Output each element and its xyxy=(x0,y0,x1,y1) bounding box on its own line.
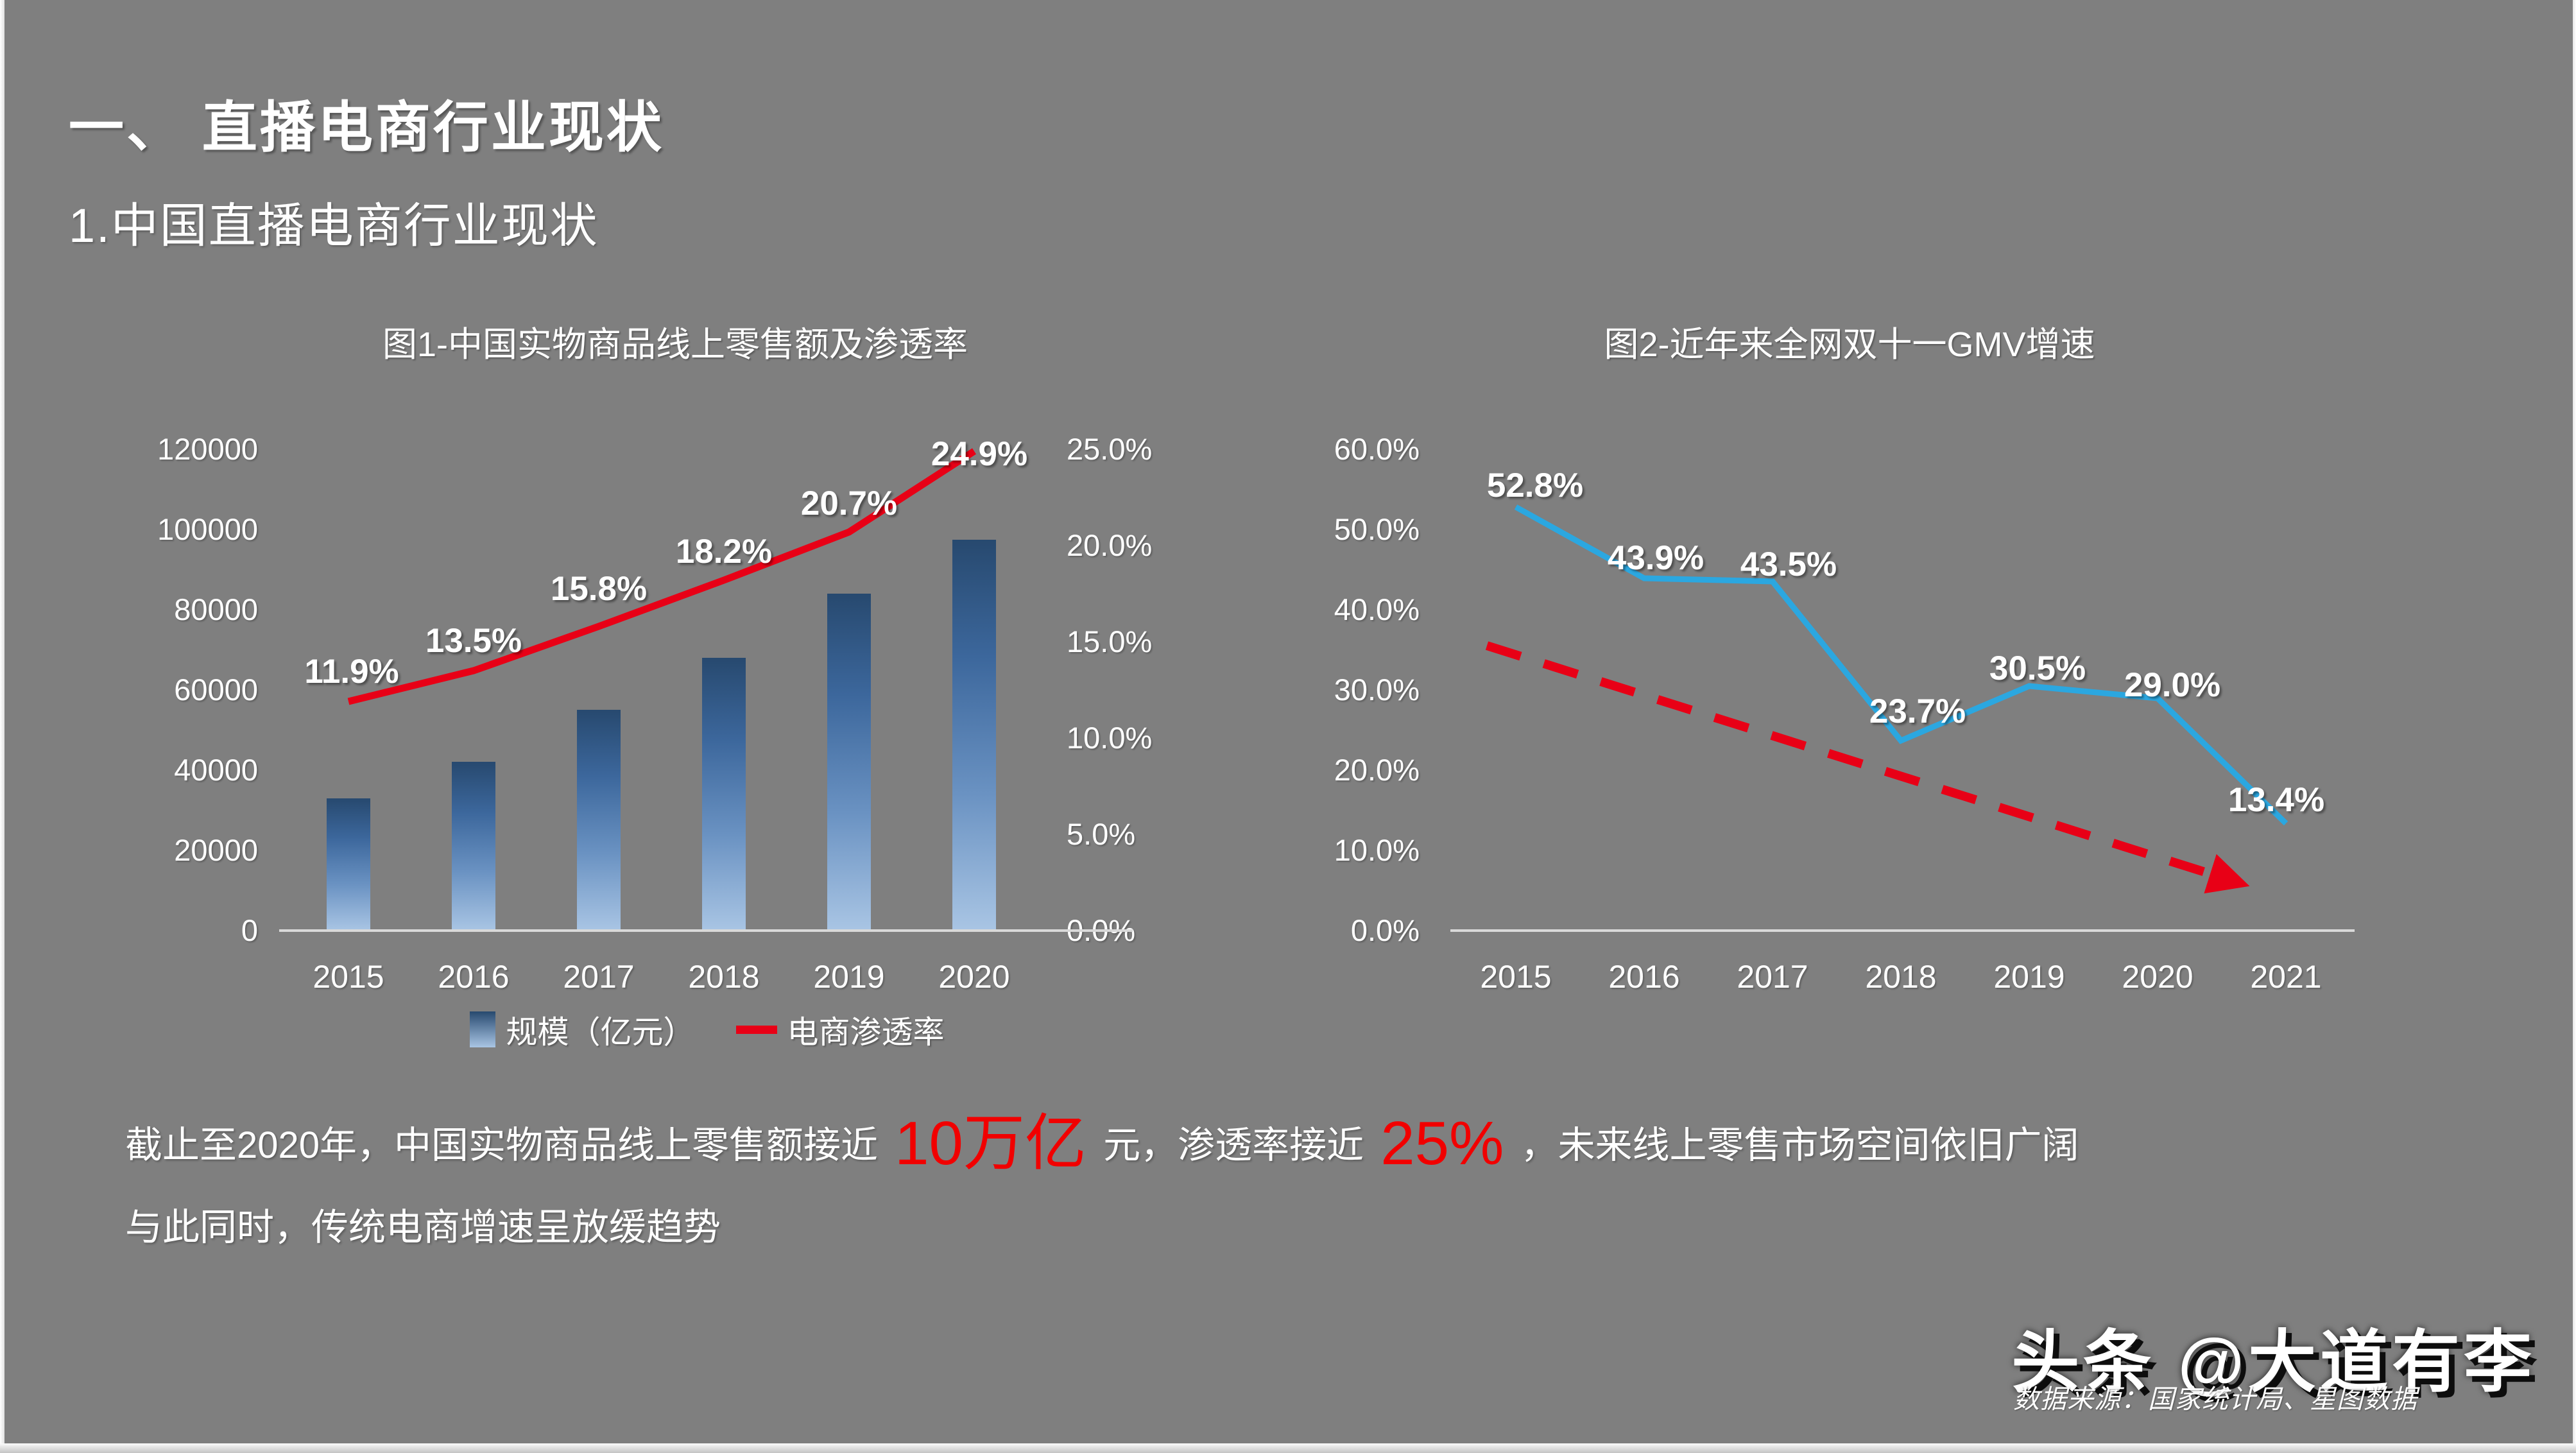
slide: 一、 直播电商行业现状 1.中国直播电商行业现状 图1-中国实物商品线上零售额及… xyxy=(4,0,2573,1443)
chart2-data-label: 43.5% xyxy=(1740,546,1837,583)
chart1-y-axis-tick-label: 20000 xyxy=(174,833,258,867)
legend-label: 电商渗透率 xyxy=(787,1015,945,1050)
chart1-y-axis-tick-label: 100000 xyxy=(157,512,258,546)
summary-line1-text1: 截止至2020年，中国实物商品线上零售额接近 xyxy=(125,1124,879,1166)
toutiao-watermark: 头条 @大道有李 xyxy=(2011,1325,2536,1400)
bar-2020 xyxy=(952,540,996,931)
highlight-25pct: 25% xyxy=(1380,1109,1504,1178)
summary-line1: 截止至2020年，中国实物商品线上零售额接近 10万亿 元，渗透率接近 25% … xyxy=(125,1113,2079,1174)
chart1-data-label: 24.9% xyxy=(931,435,1028,473)
bar-2018 xyxy=(702,658,746,931)
legend-item-penetration: 电商渗透率 xyxy=(735,1007,945,1053)
chart2-data-label: 52.8% xyxy=(1486,467,1584,504)
chart1-y2-axis-tick-label: 5.0% xyxy=(1067,817,1136,851)
slide-edge-bottom xyxy=(0,1443,2576,1453)
chart1-y2-axis-tick-label: 20.0% xyxy=(1067,528,1153,562)
chart-axes-and-bars-layer: 120000 100000 80000 60000 40000 20000 0 25.0% 20… xyxy=(4,0,2573,1443)
chart1-y2-axis-tick-label: 25.0% xyxy=(1067,432,1153,466)
chart2-y-axis-tick-label: 0.0% xyxy=(1350,913,1420,947)
summary-paragraph: 截止至2020年，中国实物商品线上零售额接近 10万亿 元，渗透率接近 25% … xyxy=(125,1113,2079,1248)
bar-2019 xyxy=(827,594,871,931)
chart1-data-label: 11.9% xyxy=(304,653,399,691)
slide-edge-left xyxy=(0,0,4,1443)
chart2-x-axis-label: 2018 xyxy=(1865,959,1937,995)
section-title: 一、 直播电商行业现状 xyxy=(69,97,664,159)
chart2-title: 图2-近年来全网双十一GMV增速 xyxy=(1604,325,2095,364)
chart1-data-label: 13.5% xyxy=(425,622,522,660)
chart2-y-axis-tick-label: 20.0% xyxy=(1334,753,1420,787)
page-subtitle: 1.中国直播电商行业现状 xyxy=(69,199,599,252)
chart2-x-axis-label: 2020 xyxy=(2122,959,2194,995)
chart1-y-axis-tick-label: 0 xyxy=(241,913,258,947)
chart2-x-axis-label: 2015 xyxy=(1480,959,1552,995)
chart1-title: 图1-中国实物商品线上零售额及渗透率 xyxy=(382,325,968,364)
legend-red-dash-icon xyxy=(735,1025,777,1034)
legend-label: 规模（亿元） xyxy=(506,1015,695,1050)
chart2-data-label: 29.0% xyxy=(2124,666,2221,704)
chart-lines-overlay xyxy=(279,448,2355,932)
chart2-x-axis-label: 2016 xyxy=(1608,959,1680,995)
chart1-data-label: 20.7% xyxy=(800,485,898,522)
chart1-data-label: 15.8% xyxy=(550,570,648,608)
chart2-y-axis-tick-label: 30.0% xyxy=(1334,673,1420,707)
legend-item-scale: 规模（亿元） xyxy=(470,1007,695,1053)
chart2-data-label: 13.4% xyxy=(2228,781,2325,819)
chart1-y-axis-tick-label: 40000 xyxy=(174,753,258,787)
bar-2016 xyxy=(452,762,495,931)
chart1-y-axis-tick-label: 60000 xyxy=(174,673,258,707)
chart2-y-axis-tick-label: 50.0% xyxy=(1334,512,1420,546)
summary-line1-text3: ，未来线上零售市场空间依旧广阔 xyxy=(1520,1124,2079,1166)
bar-2017 xyxy=(577,710,621,931)
chart2-y-axis-tick-label: 40.0% xyxy=(1334,592,1420,626)
highlight-10wanyi: 10万亿 xyxy=(895,1109,1086,1178)
chart2-data-label: 43.9% xyxy=(1607,539,1704,577)
chart2-x-axis-label: 2019 xyxy=(1993,959,2065,995)
data-source-note: 数据来源：国家统计局、星图数据 xyxy=(2013,1384,2417,1414)
chart1-y-axis-tick-label: 120000 xyxy=(157,432,258,466)
summary-line1-text2: 元，渗透率接近 xyxy=(1103,1124,1364,1166)
chart1-x-axis-label: 2019 xyxy=(813,959,885,995)
chart2-data-label: 23.7% xyxy=(1869,692,1966,730)
chart1-legend: 规模（亿元） 电商渗透率 xyxy=(280,1002,1134,1056)
chart2-y-axis-tick-label: 60.0% xyxy=(1334,432,1420,466)
chart1-y2-axis-tick-label: 10.0% xyxy=(1067,721,1153,755)
chart1-y-axis-tick-label: 80000 xyxy=(174,592,258,626)
legend-blue-bar-icon xyxy=(470,1011,496,1047)
chart2-y-axis-tick-label: 10.0% xyxy=(1334,833,1420,867)
chart2-x-axis-label: 2021 xyxy=(2250,959,2322,995)
chart-data-labels-layer: 11.9% 13.5% 15.8% 18.2% 20.7% 24.9% 52.8% 43.9%… xyxy=(4,0,2573,1443)
slide-edge-right xyxy=(2573,0,2576,1443)
chart1-x-axis-label: 2015 xyxy=(313,959,384,995)
chart2-data-label: 30.5% xyxy=(1989,649,2086,687)
chart1-x-axis-label: 2016 xyxy=(438,959,510,995)
chart1-x-axis-label: 2018 xyxy=(688,959,760,995)
bar-2015 xyxy=(327,798,370,931)
chart1-x-axis-label: 2020 xyxy=(938,959,1010,995)
chart1-data-label: 18.2% xyxy=(675,533,773,571)
chart1-x-axis-label: 2017 xyxy=(563,959,635,995)
chart1-y2-axis-tick-label: 15.0% xyxy=(1067,624,1153,658)
chart2-x-axis-label: 2017 xyxy=(1737,959,1808,995)
summary-line2: 与此同时，传统电商增速呈放缓趋势 xyxy=(125,1207,721,1248)
